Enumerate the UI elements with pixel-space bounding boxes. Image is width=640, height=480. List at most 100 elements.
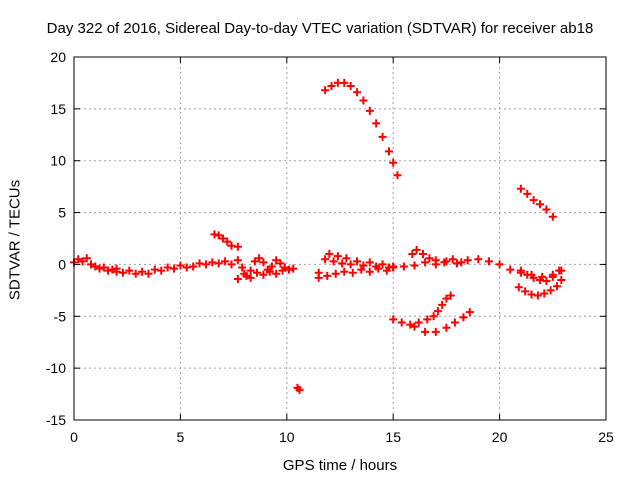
data-point (474, 255, 483, 264)
data-point (255, 254, 264, 263)
data-point (442, 323, 451, 332)
data-point (555, 266, 564, 275)
data-point (157, 266, 166, 275)
data-point (112, 264, 121, 273)
data-point (548, 272, 557, 281)
data-point (453, 259, 462, 268)
data-point (338, 259, 347, 268)
data-point (542, 277, 551, 286)
y-tick-label: 0 (58, 256, 66, 272)
data-point (384, 147, 393, 156)
x-tick-label: 0 (70, 429, 78, 445)
data-point (233, 242, 242, 251)
data-point (514, 283, 523, 292)
data-point (393, 171, 402, 180)
data-point (348, 268, 357, 277)
data-point (484, 257, 493, 266)
data-point (221, 257, 230, 266)
data-point (342, 254, 351, 263)
data-point (536, 275, 545, 284)
x-tick-label: 15 (385, 429, 401, 445)
data-point (87, 260, 96, 269)
data-point (189, 262, 198, 271)
data-point (91, 262, 100, 271)
data-point (406, 320, 415, 329)
data-point (446, 291, 455, 300)
data-point (233, 274, 242, 283)
data-point (340, 78, 349, 87)
x-tick-label: 10 (279, 429, 295, 445)
data-point (542, 205, 551, 214)
x-tick-label: 20 (492, 429, 508, 445)
data-point (418, 250, 427, 259)
data-point (246, 266, 255, 275)
data-point (429, 312, 438, 321)
data-point (431, 256, 440, 265)
data-point (382, 266, 391, 275)
y-axis-label: SDTVAR / TECUs (6, 179, 24, 301)
data-point (516, 266, 525, 275)
data-point (250, 257, 259, 266)
data-point (365, 106, 374, 115)
data-point (223, 237, 232, 246)
data-point (267, 262, 276, 271)
data-point (397, 318, 406, 327)
y-tick-label: -15 (46, 412, 66, 428)
data-point (546, 286, 555, 295)
data-point (410, 322, 419, 331)
data-point (253, 268, 262, 277)
data-point (331, 269, 340, 278)
data-point (272, 256, 281, 265)
data-point (227, 241, 236, 250)
data-point (333, 252, 342, 261)
data-point (448, 255, 457, 264)
data-point (346, 82, 355, 91)
data-point (529, 196, 538, 205)
plot-frame (73, 56, 607, 421)
data-point (506, 265, 515, 274)
data-point (357, 265, 366, 274)
data-point (82, 254, 91, 263)
data-point (214, 231, 223, 240)
data-point (78, 257, 87, 266)
data-point (431, 327, 440, 336)
data-point (438, 300, 447, 309)
x-tick-label: 5 (177, 429, 185, 445)
data-point (295, 385, 304, 394)
data-point (408, 250, 417, 259)
y-tick-label: 15 (50, 101, 66, 117)
data-point (459, 313, 468, 322)
data-point (463, 256, 472, 265)
x-axis-label: GPS time / hours (282, 457, 398, 474)
data-point (465, 308, 474, 317)
data-point (389, 315, 398, 324)
data-point (557, 275, 566, 284)
data-point (118, 268, 127, 277)
data-point (414, 318, 423, 327)
data-point (233, 256, 242, 265)
data-point (523, 270, 532, 279)
data-point (210, 230, 219, 239)
data-point (227, 260, 236, 269)
data-point (163, 263, 172, 272)
data-point (440, 258, 449, 267)
data-point (389, 263, 398, 272)
data-point (521, 287, 530, 296)
data-point (208, 258, 217, 267)
data-point (265, 267, 274, 276)
data-point (421, 258, 430, 267)
data-point (442, 294, 451, 303)
data-point (95, 264, 104, 273)
data-point (321, 255, 330, 264)
data-point (423, 315, 432, 324)
data-point (144, 269, 153, 278)
y-tick-label: -10 (46, 360, 66, 376)
data-point (104, 266, 113, 275)
data-point (240, 269, 249, 278)
data-point (421, 327, 430, 336)
data-point (457, 258, 466, 267)
data-point (425, 254, 434, 263)
data-point (150, 265, 159, 274)
data-point (378, 260, 387, 269)
